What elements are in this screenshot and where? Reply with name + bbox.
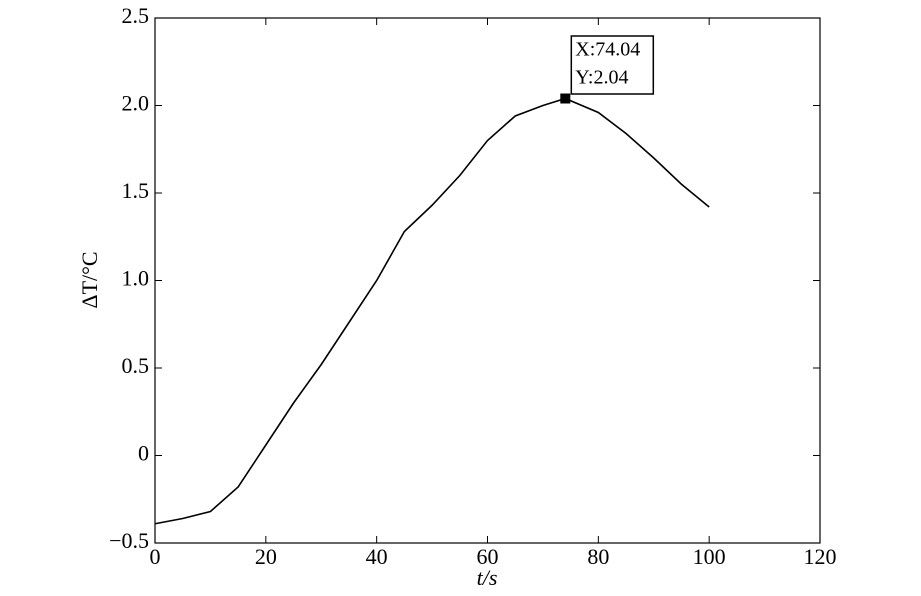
x-tick-label: 100 (693, 544, 726, 569)
x-tick-label: 40 (366, 544, 388, 569)
datatip-text: Y:2.04 (575, 67, 628, 89)
data-line (154, 97, 710, 525)
datatip-box (570, 35, 655, 95)
x-tick-label: 80 (587, 544, 609, 569)
y-tick-label: 2.5 (122, 3, 150, 28)
y-tick-label: 2.0 (122, 91, 150, 116)
x-axis-label: t/s (477, 565, 498, 590)
y-tick-label: 0.5 (122, 353, 150, 378)
x-tick-label: 60 (477, 544, 499, 569)
y-tick-label: 1.0 (122, 266, 150, 291)
datatip-text: X:74.04 (575, 39, 640, 61)
x-tick-label: 0 (150, 544, 161, 569)
plot-frame (154, 17, 821, 544)
y-tick-label: −0.5 (109, 528, 149, 553)
x-tick-label: 20 (255, 544, 277, 569)
y-axis-label: ΔT/°C (77, 251, 102, 308)
y-tick-label: 1.5 (122, 178, 150, 203)
datatip-marker (560, 93, 571, 104)
x-tick-label: 120 (804, 544, 837, 569)
y-tick-label: 0 (138, 441, 149, 466)
